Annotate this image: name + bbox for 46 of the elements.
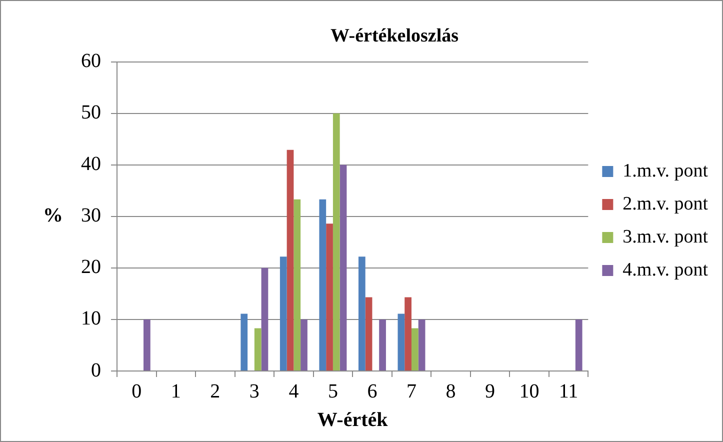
y-tick-label: 10 <box>81 308 101 330</box>
bar <box>286 150 294 370</box>
x-tick-label: 5 <box>328 380 338 402</box>
bar <box>144 319 150 370</box>
chart-title: W-értékeloszlás <box>330 25 459 46</box>
x-tick-label: 7 <box>406 380 416 402</box>
bar <box>365 297 372 370</box>
bar <box>300 319 308 370</box>
bar <box>326 224 333 370</box>
y-axis-title: % <box>43 204 63 227</box>
legend-label: 2.m.v. pont <box>622 193 709 214</box>
bar <box>379 319 386 370</box>
y-tick-label: 30 <box>81 204 101 227</box>
x-tick-label: 4 <box>288 380 299 402</box>
x-tick-label: 11 <box>558 380 578 402</box>
bar <box>254 328 262 370</box>
bar <box>358 256 366 370</box>
bar <box>261 268 268 370</box>
y-tick-label: 60 <box>81 50 101 72</box>
legend-label: 1.m.v. pont <box>622 160 709 182</box>
x-tick-label: 3 <box>249 380 260 402</box>
y-tick-label: 40 <box>81 153 101 176</box>
bar <box>319 199 326 370</box>
x-tick-label: 9 <box>485 380 496 402</box>
y-tick-label: 20 <box>81 256 101 278</box>
x-tick-label: 1 <box>170 380 181 402</box>
y-tick-label: 50 <box>81 102 101 124</box>
x-tick-label: 8 <box>446 380 456 402</box>
y-tick-label: 0 <box>91 359 101 382</box>
bar <box>398 314 405 370</box>
x-axis-title: W-érték <box>317 409 389 432</box>
legend-label: 3.m.v. pont <box>622 226 709 248</box>
x-tick-label: 0 <box>132 380 142 402</box>
bar <box>411 328 418 370</box>
bar <box>340 164 347 370</box>
bar <box>404 297 412 370</box>
bar <box>418 319 426 370</box>
x-tick-label: 6 <box>367 380 378 402</box>
legend-label: 4.m.v. pont <box>622 259 709 280</box>
bar <box>280 256 287 370</box>
bar <box>575 319 582 370</box>
bar <box>240 314 248 370</box>
bar <box>294 199 301 370</box>
x-tick-label: 2 <box>210 380 220 402</box>
x-tick-label: 10 <box>519 380 540 402</box>
bar <box>332 113 340 370</box>
